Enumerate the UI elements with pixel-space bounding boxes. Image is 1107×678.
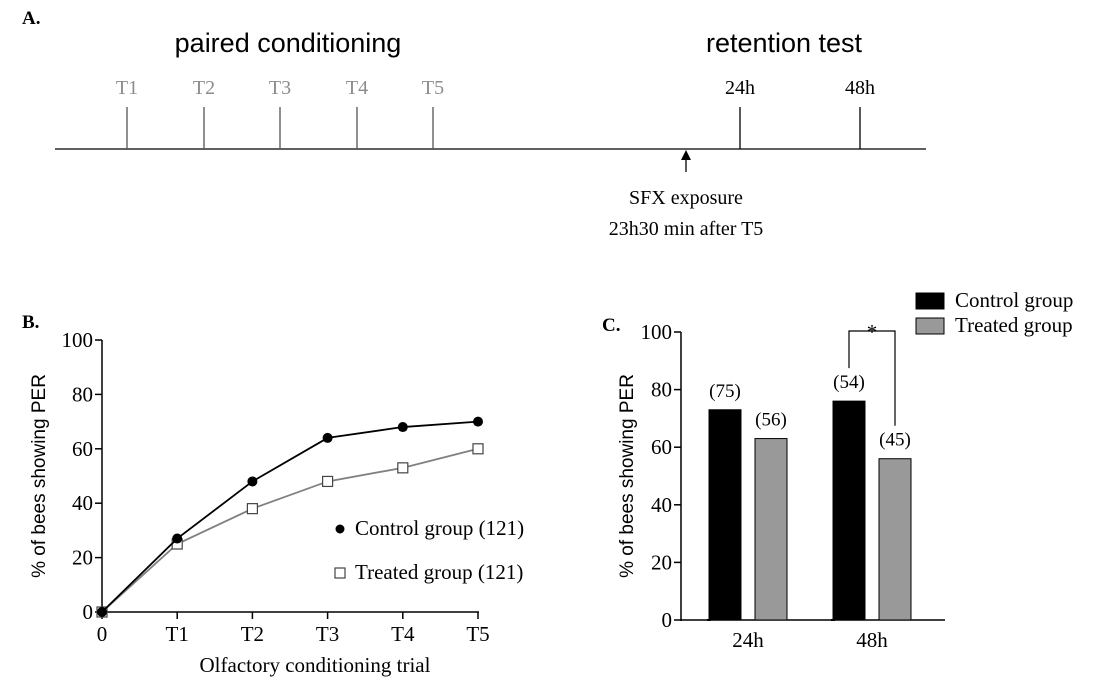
panel-c-legend-treated-swatch — [915, 317, 945, 335]
panel-b-point-control — [97, 607, 107, 617]
panel-b-point-treated — [246, 503, 258, 515]
panel-b-legend-treated-marker — [334, 567, 346, 579]
panel-a-timeline: A. paired conditioning retention test T1… — [22, 8, 926, 240]
panel-b-y-tick-label: 80 — [72, 382, 93, 406]
panel-c-bar-control-24h — [708, 409, 742, 621]
panel-c-y-tick-label: 100 — [641, 320, 673, 344]
panel-c-x-tick-label: 24h — [732, 628, 764, 652]
panel-c-y-tick-label: 20 — [651, 550, 672, 574]
panel-c-n-label: (45) — [879, 430, 911, 451]
panel-c-bar-treated-48h — [878, 458, 912, 621]
trial-label-t3: T3 — [269, 77, 291, 99]
exposure-label-line2: 23h30 min after T5 — [609, 218, 764, 240]
panel-b-x-tick-label: 0 — [97, 622, 108, 646]
panel-b-y-tick-label: 60 — [72, 437, 93, 461]
panel-b-legend-treated-label: Treated group (121) — [355, 560, 523, 584]
panel-b-series-line-treated — [101, 447, 479, 613]
panel-c-significance-bracket — [848, 330, 896, 426]
panel-b-y-tick-label: 0 — [83, 600, 94, 624]
panel-c-y-axis-title: % of bees showing PER — [617, 374, 638, 578]
panel-c-legend-treated-label: Treated group — [955, 313, 1073, 337]
panel-b-series-line-control — [101, 420, 479, 613]
panel-b-x-tick-label: T5 — [466, 622, 489, 646]
panel-b-point-treated — [472, 443, 484, 455]
panel-b-point-treated — [397, 462, 409, 474]
panel-b-x-tick-label: T4 — [391, 622, 415, 646]
panel-b-x-tick-label: T1 — [166, 622, 189, 646]
trial-label-t5: T5 — [422, 77, 444, 99]
panel-c-significance-star: * — [867, 320, 878, 344]
panel-b-x-tick-label: T3 — [316, 622, 339, 646]
panel-b-x-tick-label: T2 — [241, 622, 264, 646]
exposure-arrow-icon — [681, 150, 691, 160]
panel-c-n-label: (54) — [833, 372, 865, 393]
panel-b-point-control — [172, 533, 183, 544]
panel-c-label: C. — [602, 315, 620, 336]
test-label-24h: 24h — [725, 77, 755, 99]
panel-b-axes: 0 20 40 60 80 100 0 T1 T2 T3 T4 T5 — [62, 328, 490, 646]
panel-b-label: B. — [22, 312, 39, 333]
panel-c-x-tick-label: 48h — [856, 628, 888, 652]
panel-c-bar-control-48h — [832, 400, 866, 621]
panel-b-legend-control-marker — [335, 524, 345, 534]
panel-b-legend-control-label: Control group (121) — [355, 516, 524, 540]
panel-b-line-chart: B. 0 20 40 60 80 100 0 T1 T2 T3 T4 T5 Control group… — [22, 312, 524, 677]
panel-c-legend-control-swatch — [915, 292, 945, 310]
panel-c-y-tick-label: 80 — [651, 378, 672, 402]
panel-a-label: A. — [22, 8, 40, 29]
panel-c-legend-control-label: Control group — [955, 288, 1073, 312]
panel-c-y-tick-label: 40 — [651, 493, 672, 517]
panel-b-y-tick-label: 40 — [72, 491, 93, 515]
panel-c-y-tick-label: 0 — [662, 608, 673, 632]
phase-retention-test: retention test — [706, 28, 863, 58]
trial-label-t4: T4 — [346, 77, 368, 99]
panel-b-legend: Control group (121) Treated group (121) — [334, 516, 524, 584]
panel-b-point-treated — [322, 475, 334, 488]
panel-c-n-label: (56) — [755, 410, 787, 431]
panel-b-point-control — [473, 416, 483, 427]
panel-b-point-control — [397, 422, 408, 433]
panel-c-bar-treated-24h — [754, 438, 788, 621]
test-label-48h: 48h — [845, 77, 875, 99]
panel-b-y-tick-label: 20 — [72, 546, 93, 570]
panel-b-y-axis-title: % of bees showing PER — [29, 374, 50, 578]
exposure-label-line1: SFX exposure — [629, 187, 743, 209]
panel-c-y-tick-label: 60 — [651, 435, 672, 459]
panel-b-point-control — [322, 432, 333, 443]
phase-paired-conditioning: paired conditioning — [175, 28, 402, 58]
panel-c-n-label: (75) — [709, 381, 741, 402]
panel-b-y-tick-label: 100 — [62, 328, 94, 352]
panel-b-x-axis-title: Olfactory conditioning trial — [200, 653, 431, 677]
panel-b-series — [96, 416, 484, 618]
trial-label-t1: T1 — [116, 77, 138, 99]
panel-c-bars: (75) (56) (54) (45) * — [708, 320, 912, 621]
panel-b-point-control — [247, 476, 258, 487]
trial-label-t2: T2 — [193, 77, 215, 99]
